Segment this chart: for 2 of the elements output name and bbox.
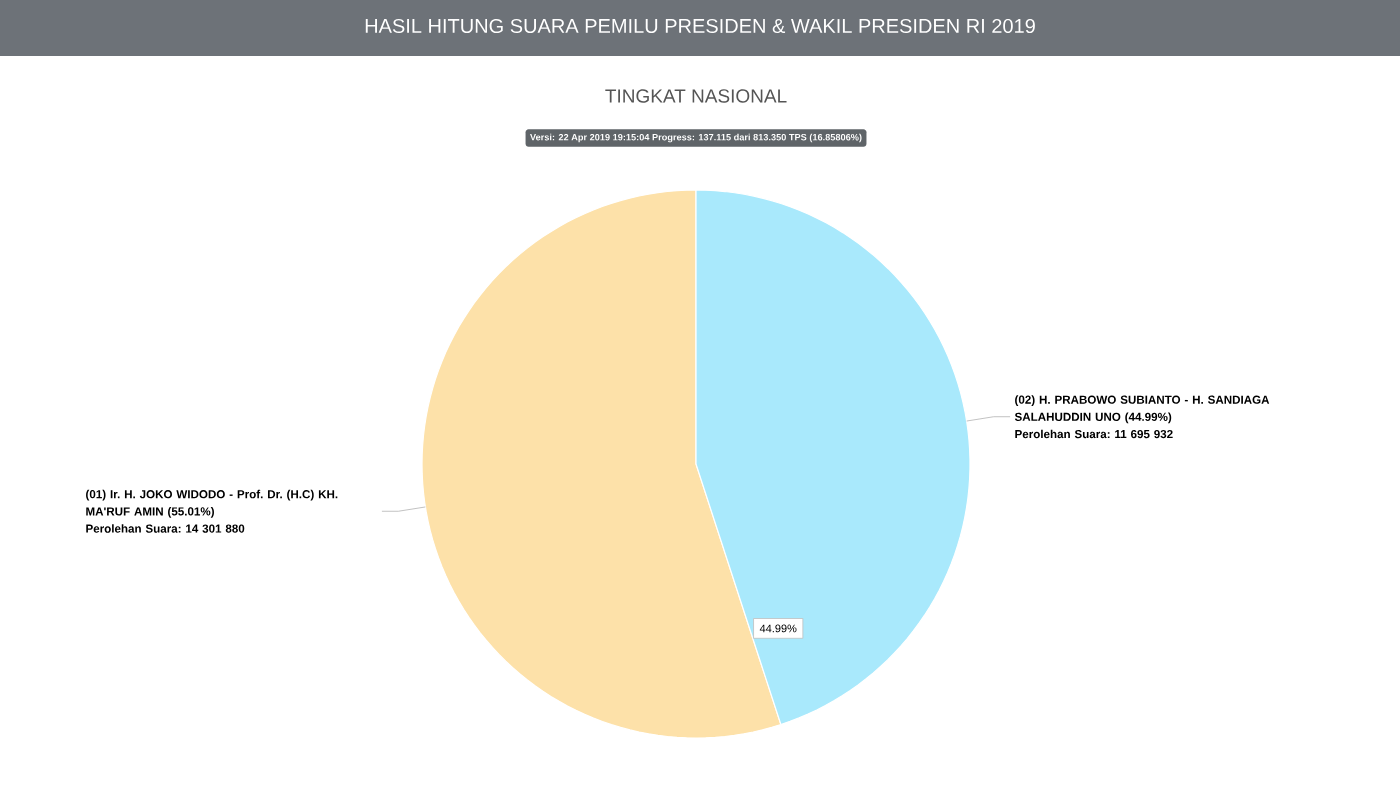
chart-subtitle: TINGKAT NASIONAL [605,89,787,103]
chart-title: HASIL HITUNG SUARA PEMILU PRESIDEN & WAKIL PRESIDEN RI 2019 [365,18,1035,34]
